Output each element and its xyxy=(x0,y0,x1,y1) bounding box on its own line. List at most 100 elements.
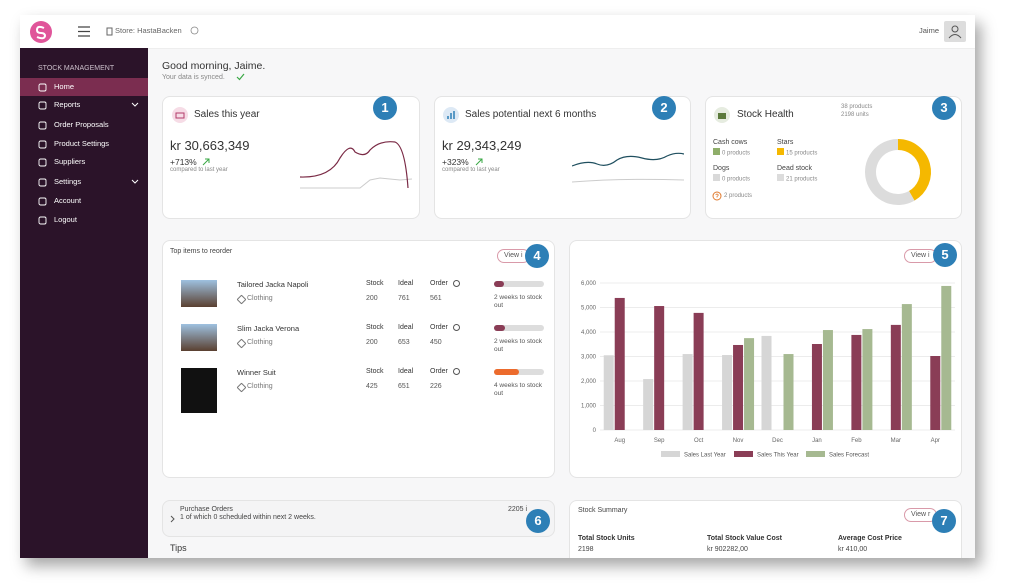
nav-icon xyxy=(38,83,47,92)
bar xyxy=(693,312,704,430)
sales-potential-card[interactable] xyxy=(434,96,691,219)
legend-label: Sales Forecast xyxy=(829,453,869,459)
nav-item[interactable]: Logout xyxy=(54,215,77,224)
sparkline xyxy=(300,141,412,189)
column-label: Stock xyxy=(366,368,384,375)
progress-track xyxy=(494,325,544,331)
user-name: Jaime xyxy=(919,26,940,35)
legend-swatch xyxy=(713,174,720,181)
nav-item[interactable]: Account xyxy=(54,196,82,205)
bar xyxy=(851,334,862,430)
sync-status: Your data is synced. xyxy=(162,74,225,81)
cell-value: 561 xyxy=(430,295,442,302)
chevron-path xyxy=(131,179,139,184)
bar xyxy=(733,344,744,430)
bar xyxy=(930,356,941,430)
nav-item[interactable]: Suppliers xyxy=(54,157,86,166)
tips-title: Tips xyxy=(170,543,187,553)
purchase-orders-card[interactable] xyxy=(162,500,555,537)
annotation-badge: 1 xyxy=(373,96,397,120)
column-label: Order xyxy=(430,368,448,375)
card-change: +713% xyxy=(170,157,197,167)
info-icon xyxy=(453,280,460,287)
annotation-badge: 5 xyxy=(933,243,957,267)
summary-value: kr 410,00 xyxy=(838,546,868,553)
nav-icon xyxy=(38,101,47,110)
bar-chart: 0 1,000 2,000 3,000 4,000 5,000 6,000 Aug Sep Oct… xyxy=(581,281,955,459)
menu-icon[interactable] xyxy=(77,26,91,37)
column-label: Ideal xyxy=(398,324,414,331)
stockout: 2 weeks to stock out xyxy=(494,294,543,309)
progress-fill xyxy=(494,281,504,287)
chevron[interactable] xyxy=(131,102,139,108)
cell-value: 200 xyxy=(366,339,378,346)
legend-label: Dead stock xyxy=(777,165,813,172)
nav-item[interactable]: Settings xyxy=(54,177,82,186)
legend-swatch xyxy=(713,148,720,155)
product-category: Clothing xyxy=(247,383,273,390)
summary-label: Total Stock Units xyxy=(578,535,635,542)
nav-item[interactable]: Home xyxy=(54,82,75,91)
legend-value: 0 products xyxy=(722,177,750,183)
nav-icon xyxy=(38,140,47,149)
annotation-badge: 2 xyxy=(652,96,676,120)
store-name[interactable]: Store: HastaBacken xyxy=(115,26,182,35)
column-label: Ideal xyxy=(398,280,414,287)
nav-item[interactable]: Product Settings xyxy=(54,139,110,148)
legend-label: Sales Last Year xyxy=(684,453,726,459)
card-value: kr 29,343,249 xyxy=(442,138,522,153)
nav-item[interactable]: Reports xyxy=(54,100,81,109)
stockout: 4 weeks to stock out xyxy=(494,382,543,397)
bar xyxy=(603,355,614,430)
y-tick-label: 0 xyxy=(593,428,597,434)
x-tick-label: Apr xyxy=(931,438,940,444)
nav-icon xyxy=(38,178,47,187)
card-value: kr 30,663,349 xyxy=(170,138,250,153)
card-note: compared to last year xyxy=(170,167,228,173)
bar xyxy=(654,306,665,430)
summary-value: kr 902282,00 xyxy=(707,546,748,553)
nav-icon xyxy=(38,197,47,206)
icon-shape xyxy=(38,121,47,130)
progress-fill xyxy=(494,325,505,331)
icon-shape xyxy=(38,158,47,167)
x-tick-label: Aug xyxy=(614,438,625,444)
progress-track xyxy=(494,369,544,375)
card-icon xyxy=(443,107,459,123)
bar xyxy=(682,354,693,430)
bar xyxy=(901,304,912,430)
nav-icon xyxy=(38,216,47,225)
x-tick-label: Sep xyxy=(654,438,665,444)
card-title: Sales this year xyxy=(194,109,260,120)
main: Good morning, Jaime. Your data is synced… xyxy=(162,60,962,558)
legend-value: 0 products xyxy=(722,151,750,157)
up-arrow xyxy=(475,158,483,166)
sales-card[interactable] xyxy=(162,96,420,219)
summary-value: 2198 xyxy=(578,546,594,553)
avatar[interactable] xyxy=(944,21,966,42)
info-icon xyxy=(453,368,460,375)
bar xyxy=(890,324,901,430)
stockout: 2 weeks to stock out xyxy=(494,338,543,353)
product-count: 38 products xyxy=(841,104,873,110)
help-icon xyxy=(712,191,722,201)
cell-value: 425 xyxy=(366,383,378,390)
chevron[interactable] xyxy=(131,179,139,185)
unknown-products: 2 products xyxy=(724,193,753,199)
up-arrow xyxy=(202,158,210,166)
card-subtitle: 1 of which 0 scheduled within next 2 wee… xyxy=(180,514,316,521)
column-label: Stock xyxy=(366,280,384,287)
x-tick-label: Feb xyxy=(851,438,862,444)
legend-swatch xyxy=(777,148,784,155)
y-tick-label: 4,000 xyxy=(581,330,597,336)
nav-item[interactable]: Order Proposals xyxy=(54,120,109,129)
x-tick-label: Dec xyxy=(772,438,783,444)
progress-fill xyxy=(494,369,519,375)
legend-swatch xyxy=(661,451,680,457)
info-icon xyxy=(190,26,199,35)
order-count: 2205 i xyxy=(508,506,528,513)
cell-value: 450 xyxy=(430,339,442,346)
logo[interactable] xyxy=(29,20,53,44)
view-button[interactable]: View i xyxy=(904,249,937,263)
icon-shape xyxy=(38,216,47,225)
